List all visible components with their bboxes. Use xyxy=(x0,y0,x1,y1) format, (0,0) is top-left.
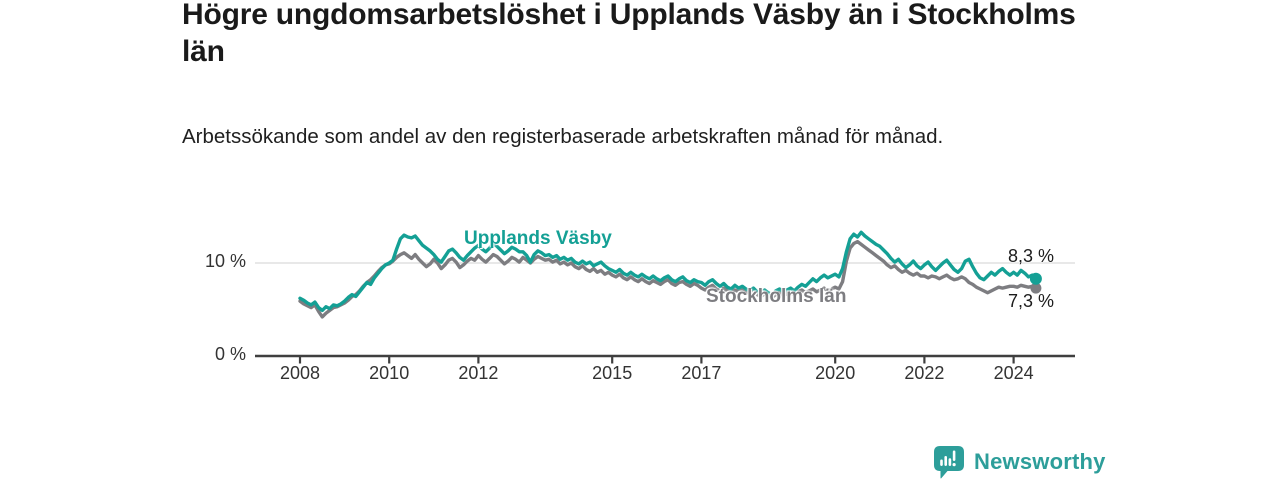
chart-title: Högre ungdomsarbetslöshet i Upplands Väs… xyxy=(182,0,1076,68)
y-axis-label-10: 10 % xyxy=(204,251,246,271)
brand-wordmark: Newsworthy xyxy=(974,449,1106,474)
newsworthy-logo: Newsworthy xyxy=(933,445,1106,479)
x-axis-label-2008: 2008 xyxy=(279,363,321,383)
x-axis-label-2010: 2010 xyxy=(369,363,410,383)
series-label-upplands-vasby: Upplands Väsby xyxy=(464,228,612,249)
x-axis-label-2024: 2024 xyxy=(993,363,1034,383)
bar-chart-speech-bubble-icon xyxy=(934,446,964,479)
series-line-upplands-v-sby xyxy=(298,230,1038,313)
end-dot-stockholms-l-n xyxy=(1030,282,1042,294)
chart-subtitle: Arbetssökande som andel av den registerb… xyxy=(182,125,944,148)
x-axis-label-2015: 2015 xyxy=(592,363,633,383)
y-axis-label-0: 0 % xyxy=(214,344,246,364)
x-axis-label-2017: 2017 xyxy=(681,363,722,383)
series-line-stockholms-l-n xyxy=(298,239,1038,319)
end-value-label-stockholms-lan: 7,3 % xyxy=(1008,291,1055,311)
x-axis-label-2020: 2020 xyxy=(815,363,856,383)
x-axis-label-2022: 2022 xyxy=(904,363,945,383)
end-value-label-upplands-vasby: 8,3 % xyxy=(1008,246,1055,266)
x-axis-label-2012: 2012 xyxy=(458,363,499,383)
end-dot-upplands-v-sby xyxy=(1029,272,1042,285)
series-label-stockholms-lan: Stockholms län xyxy=(706,286,847,307)
